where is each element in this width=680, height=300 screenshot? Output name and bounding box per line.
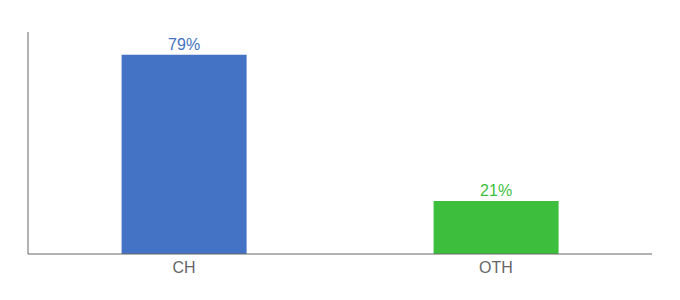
svg-text:79%: 79%	[168, 36, 200, 53]
svg-text:21%: 21%	[480, 182, 512, 199]
svg-text:CH: CH	[172, 259, 195, 276]
svg-text:OTH: OTH	[479, 259, 513, 276]
